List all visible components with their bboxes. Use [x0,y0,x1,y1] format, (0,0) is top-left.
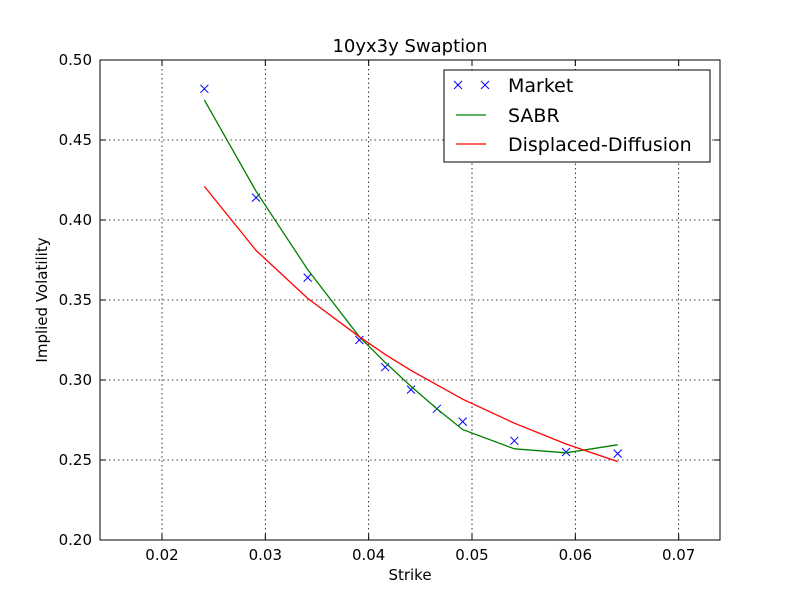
x-axis-label: Strike [388,566,431,584]
y-tick-label: 0.40 [59,211,92,229]
y-axis-label: Implied Volatility [33,237,51,362]
x-tick-label: 0.05 [455,546,488,564]
legend-label-sabr: SABR [508,105,560,127]
x-tick-label: 0.07 [662,546,695,564]
series-layer [200,84,623,463]
legend: Market SABR Displaced-Diffusion [443,69,711,163]
data-point-market [406,385,416,394]
x-tick-label: 0.02 [145,546,178,564]
x-tick-label: 0.06 [559,546,592,564]
legend-entry-displaced-diffusion: Displaced-Diffusion [456,134,692,156]
y-tick-label: 0.20 [59,531,92,549]
tick-layer: 0.02 0.03 0.04 0.05 0.06 0.07 0.20 0.25 0.30 0.35… [59,51,720,564]
legend-box [443,69,711,163]
data-point-market [200,84,209,94]
legend-entry-market: Market [453,75,573,97]
series-line-sabr [203,99,618,454]
x-tick-label: 0.03 [249,546,282,564]
x-tick-label: 0.04 [352,546,385,564]
y-tick-label: 0.30 [59,371,92,389]
legend-label-displaced-diffusion: Displaced-Diffusion [508,134,692,156]
data-point-market [561,447,571,457]
legend-market-marker-2 [480,80,490,90]
series-line-displaced-diffusion [203,185,618,463]
y-tick-label: 0.45 [59,131,92,149]
data-point-market [355,335,364,345]
legend-label-market: Market [508,75,573,97]
data-point-market [303,273,313,282]
y-tick-label: 0.35 [59,291,92,309]
legend-entry-sabr: SABR [456,105,560,127]
data-point-market [458,417,468,426]
y-tick-label: 0.50 [59,51,92,69]
grid-layer [100,59,720,541]
legend-market-marker-1 [453,80,463,90]
chart-title: 10yx3y Swaption [332,36,487,57]
y-tick-label: 0.25 [59,451,92,469]
data-point-market [510,436,519,446]
data-point-market [613,449,623,458]
